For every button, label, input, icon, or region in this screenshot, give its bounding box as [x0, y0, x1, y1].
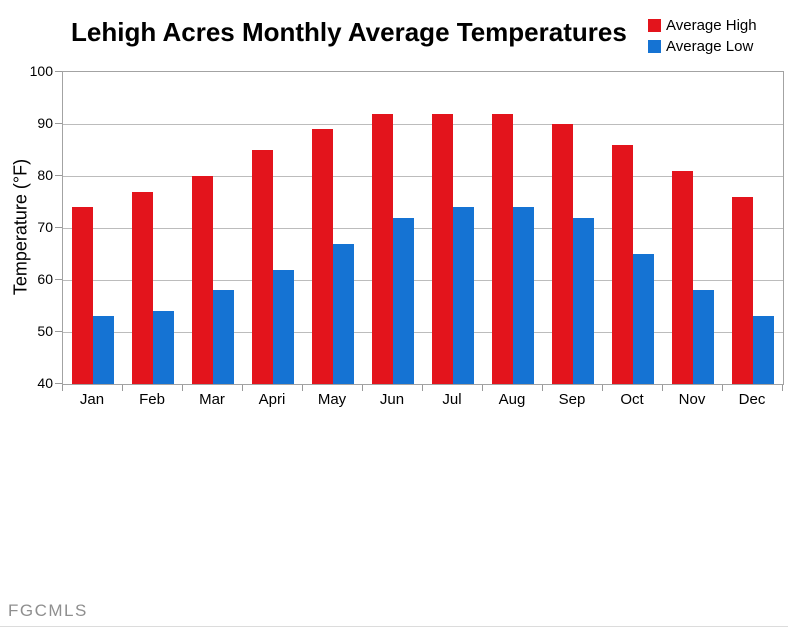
x-tick-mark-4 [302, 385, 303, 391]
y-tick-label-70: 70 [37, 219, 53, 235]
gridline-50 [63, 331, 783, 333]
bar-low-sep [573, 217, 594, 384]
bar-high-jul [432, 113, 453, 384]
y-tick-label-60: 60 [37, 271, 53, 287]
legend: Average High Average Low [648, 15, 757, 57]
bar-high-jun [372, 113, 393, 384]
y-tick-mark-80 [55, 175, 62, 176]
bar-low-jun [393, 217, 414, 384]
x-tick-mark-6 [422, 385, 423, 391]
bar-low-oct [633, 254, 654, 384]
bar-low-dec [753, 316, 774, 384]
legend-item-average-high: Average High [648, 15, 757, 36]
y-tick-mark-90 [55, 123, 62, 124]
bar-high-oct [612, 144, 633, 384]
x-tick-mark-10 [662, 385, 663, 391]
x-tick-label-jan: Jan [79, 391, 105, 408]
x-tick-mark-5 [362, 385, 363, 391]
bar-low-aug [513, 207, 534, 384]
x-tick-label-jul: Jul [442, 391, 462, 408]
bar-low-jul [453, 207, 474, 384]
y-tick-label-80: 80 [37, 167, 53, 183]
bar-low-jan [93, 316, 114, 384]
y-tick-mark-100 [55, 71, 62, 72]
y-tick-label-100: 100 [29, 63, 53, 79]
y-tick-label-90: 90 [37, 115, 53, 131]
bar-low-nov [693, 290, 714, 384]
bar-high-apri [252, 150, 273, 384]
x-tick-label-may: May [317, 391, 347, 408]
bar-low-apri [273, 269, 294, 384]
gridline-60 [63, 279, 783, 281]
watermark: FGCMLS [8, 601, 88, 620]
gridline-70 [63, 227, 783, 229]
bar-low-mar [213, 290, 234, 384]
gridline-80 [63, 175, 783, 177]
bar-high-sep [552, 124, 573, 384]
x-tick-label-apri: Apri [258, 391, 286, 408]
bar-high-mar [192, 176, 213, 384]
legend-swatch-average-low [648, 40, 661, 53]
x-tick-mark-12 [782, 385, 783, 391]
bar-high-may [312, 129, 333, 384]
x-tick-mark-1 [122, 385, 123, 391]
legend-label-average-low: Average Low [666, 38, 754, 55]
x-tick-label-oct: Oct [620, 391, 644, 408]
bar-low-may [333, 243, 354, 384]
x-tick-mark-0 [62, 385, 63, 391]
x-tick-label-aug: Aug [498, 391, 526, 408]
chart-title: Lehigh Acres Monthly Average Temperature… [71, 17, 627, 47]
y-tick-mark-60 [55, 279, 62, 280]
legend-item-average-low: Average Low [648, 36, 757, 57]
y-tick-mark-50 [55, 331, 62, 332]
x-tick-label-sep: Sep [558, 391, 586, 408]
x-tick-label-mar: Mar [199, 391, 225, 408]
gridline-90 [63, 123, 783, 125]
y-tick-mark-40 [55, 383, 62, 384]
x-tick-mark-7 [482, 385, 483, 391]
x-tick-label-feb: Feb [139, 391, 165, 408]
y-tick-mark-70 [55, 227, 62, 228]
y-tick-label-40: 40 [37, 375, 53, 391]
x-tick-mark-2 [182, 385, 183, 391]
x-tick-mark-8 [542, 385, 543, 391]
x-tick-label-nov: Nov [678, 391, 706, 408]
bar-high-feb [132, 191, 153, 384]
x-tick-mark-11 [722, 385, 723, 391]
y-tick-label-50: 50 [37, 323, 53, 339]
bar-high-dec [732, 196, 753, 384]
x-tick-label-jun: Jun [379, 391, 405, 408]
x-tick-mark-3 [242, 385, 243, 391]
legend-label-average-high: Average High [666, 17, 757, 34]
legend-swatch-average-high [648, 19, 661, 32]
bar-high-nov [672, 170, 693, 384]
x-tick-mark-9 [602, 385, 603, 391]
bar-high-jan [72, 207, 93, 384]
plot-area [62, 71, 784, 385]
bar-high-aug [492, 113, 513, 384]
x-tick-label-dec: Dec [738, 391, 766, 408]
bar-low-feb [153, 311, 174, 384]
